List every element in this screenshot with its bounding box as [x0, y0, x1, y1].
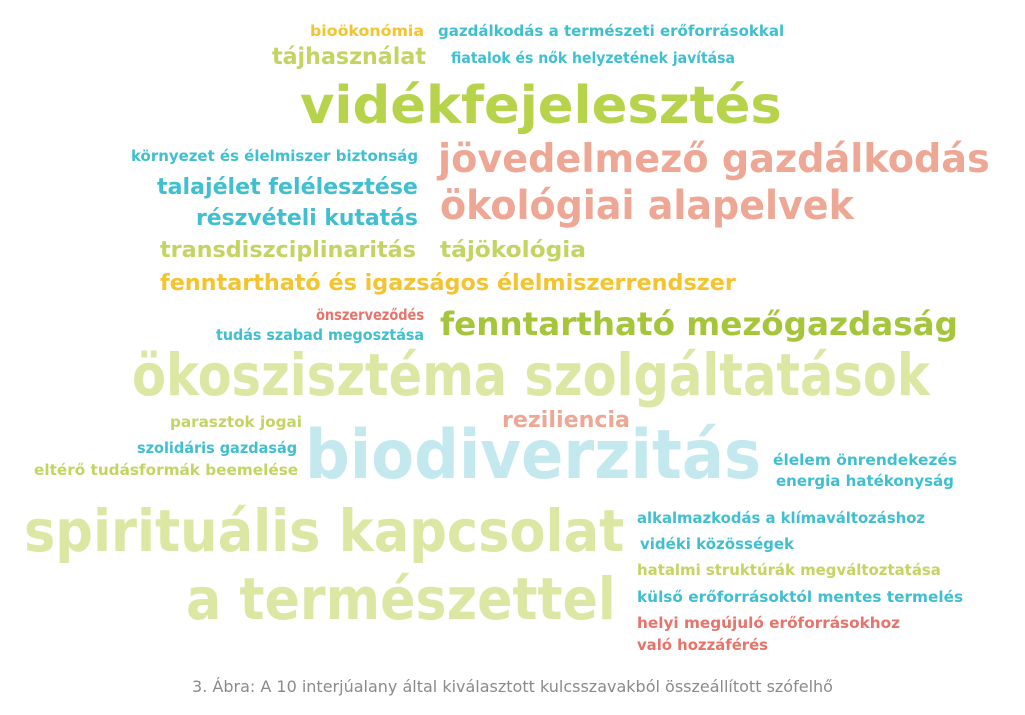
- word-alkalmazkodas-klimavaltozashoz: alkalmazkodás a klímaváltozáshoz: [637, 509, 926, 527]
- word-okologiai-alapelvek: ökológiai alapelvek: [440, 183, 854, 229]
- word-tajokologia: tájökológia: [440, 238, 586, 263]
- word-hatalmi-strukturak-megvaltoztatasa: hatalmi struktúrák megváltoztatása: [637, 561, 941, 579]
- word-helyi-megujulo-eroforrasokhoz: helyi megújuló erőforrásokhoz: [637, 614, 901, 632]
- word-jovedelmezo-gazdalkodas: jövedelmező gazdálkodás: [438, 137, 990, 182]
- word-cloud: bioökonómia gazdálkodás a természeti erő…: [24, 22, 990, 654]
- word-biookonomia: bioökonómia: [310, 22, 424, 40]
- word-a-termeszettel: a természettel: [186, 565, 616, 633]
- word-tudas-szabad-megosztasa: tudás szabad megosztása: [216, 326, 425, 344]
- figure-caption-text: 3. Ábra: A 10 interjúalany által kiválas…: [192, 677, 833, 696]
- word-spiritualis-kapcsolat: spirituális kapcsolat: [24, 497, 625, 565]
- word-fenntarthato-mezogazdasag: fenntartható mezőgazdaság: [440, 305, 958, 343]
- word-onszervezodes: önszerveződés: [316, 306, 425, 324]
- word-biodiverzitas: biodiverzitás: [305, 416, 762, 495]
- word-reziliencia: reziliencia: [502, 408, 630, 433]
- word-kornyezet-es-elelmiszer-biztonsag: környezet és élelmiszer biztonság: [131, 147, 419, 165]
- word-gazdalkodas-termeszeti-eroforrasokkal: gazdálkodás a természeti erőforrásokkal: [438, 22, 785, 40]
- word-valo-hozzaferes: való hozzáférés: [637, 636, 769, 654]
- word-talajelet-felelesztese: talajélet felélesztése: [157, 175, 418, 200]
- figure-caption: 3. Ábra: A 10 interjúalany által kiválas…: [0, 677, 1025, 696]
- word-kulso-eroforrasoktol-mentes-termeles: külső erőforrásoktól mentes termelés: [637, 588, 964, 606]
- word-tajhasznalat: tájhasználat: [272, 44, 426, 70]
- word-videki-kozossegek: vidéki közösségek: [640, 535, 794, 553]
- word-eltero-tudasformak-beemelese: eltérő tudásformák beemelése: [34, 461, 299, 479]
- word-parasztok-jogai: parasztok jogai: [170, 413, 302, 431]
- word-fiatalok-es-nok: fiatalok és nők helyzetének javítása: [451, 49, 735, 67]
- word-transdiszciplinaritas: transdiszciplinaritás: [160, 238, 416, 263]
- word-szolidaris-gazdasag: szolidáris gazdaság: [137, 439, 298, 457]
- word-fenntarthato-elelmiszerrendszer: fenntartható és igazságos élelmiszerrend…: [160, 271, 736, 296]
- word-energia-hatekonysag: energia hatékonyság: [776, 472, 954, 490]
- word-elelem-onrendelkezes: élelem önrendekezés: [773, 451, 958, 469]
- word-videkfejlesztes: vidékfejelesztés: [300, 76, 782, 136]
- word-reszveteli-kutatas: részvételi kutatás: [196, 206, 418, 231]
- word-okoszisztema-szolgaltatasok: ökoszisztéma szolgáltatások: [132, 341, 930, 409]
